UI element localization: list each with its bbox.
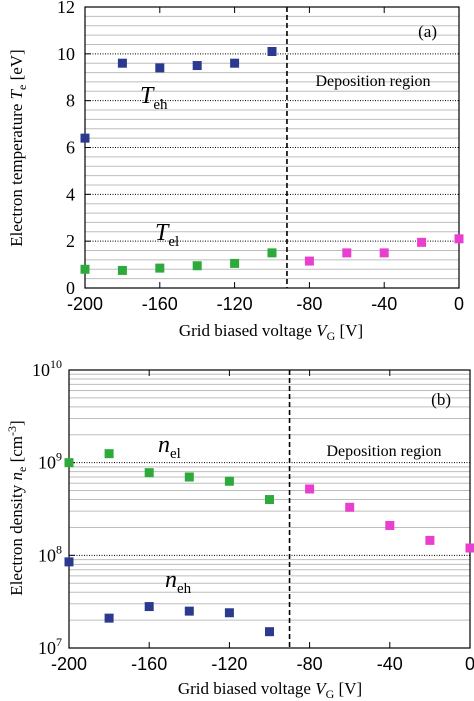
panel-a-data-markers	[80, 46, 464, 275]
y-tick-label: 1010	[32, 357, 62, 380]
panel-b-minor-gridlines	[69, 373, 470, 621]
panel-a-chart: -200 -160 -120 -80 -40 0 0 2 4 6 8 10 12 (a) Deposi…	[7, 0, 464, 343]
data-point-n-el	[144, 468, 154, 478]
data-point-t-el	[267, 248, 277, 258]
panel-b-major-gridlines	[69, 462, 470, 556]
series-label-nel: nel	[158, 432, 181, 462]
panel-a-y-tick-labels: 0 2 4 6 8 10 12	[57, 0, 75, 298]
x-tick-label: 0	[454, 294, 464, 314]
data-point-t-el	[192, 261, 202, 271]
x-tick-label: -120	[211, 654, 247, 674]
data-point-t-eh	[192, 61, 202, 71]
y-tick-label: 108	[38, 542, 62, 565]
x-tick-label: -200	[51, 654, 87, 674]
data-point-t-eh	[117, 58, 127, 68]
data-point-n-eh	[64, 557, 74, 567]
x-tick-label: -40	[371, 294, 397, 314]
panel-b-label: (b)	[431, 390, 451, 409]
data-point-t-eh	[230, 58, 240, 68]
data-point-n-el	[265, 495, 274, 505]
data-point-series-3	[425, 535, 435, 545]
x-tick-label: 0	[465, 654, 474, 674]
panel-b-data-markers	[64, 449, 474, 637]
data-point-t-eh	[155, 63, 165, 73]
y-tick-label: 4	[66, 184, 75, 204]
data-point-n-eh	[265, 627, 274, 637]
panel-b-region-label: Deposition region	[326, 443, 441, 460]
panel-a-region-label: Deposition region	[315, 73, 430, 90]
panel-b-chart: -200 -160 -120 -80 -40 0 107 108 109 1010 (b) De…	[5, 357, 474, 701]
series-label-teh: Teh	[140, 83, 168, 113]
panel-b-y-axis-title: Electron density ne [cm-3]	[5, 420, 29, 595]
data-point-series-3	[342, 248, 352, 258]
y-tick-label: 6	[66, 138, 75, 158]
data-point-series-3	[379, 248, 389, 258]
panel-b-x-axis-title: Grid biased voltage VG [V]	[178, 679, 362, 701]
data-point-n-eh	[184, 606, 194, 616]
x-tick-label: -120	[217, 294, 253, 314]
data-point-series-3	[465, 543, 474, 553]
data-point-series-3	[345, 502, 355, 512]
x-tick-label: -40	[377, 654, 403, 674]
y-tick-label: 12	[57, 0, 75, 17]
data-point-t-el	[80, 264, 90, 274]
data-point-n-el	[184, 472, 194, 482]
x-tick-label: -200	[67, 294, 103, 314]
x-tick-label: -80	[296, 294, 322, 314]
data-point-series-3	[454, 234, 464, 244]
data-point-n-eh	[224, 608, 234, 618]
y-tick-label: 0	[66, 278, 75, 298]
y-tick-label: 109	[38, 450, 62, 473]
y-tick-label: 2	[66, 231, 75, 251]
data-point-t-eh	[80, 133, 90, 143]
data-point-n-eh	[104, 613, 114, 623]
data-point-t-el	[117, 265, 127, 275]
data-point-n-el	[64, 458, 74, 468]
data-point-n-el	[104, 449, 114, 459]
data-point-n-eh	[144, 602, 154, 612]
panel-a-x-tick-labels: -200 -160 -120 -80 -40 0	[67, 294, 464, 314]
x-tick-label: -160	[131, 654, 167, 674]
panel-b-y-tick-labels: 107 108 109 1010	[32, 357, 62, 658]
y-tick-label: 107	[38, 635, 62, 658]
panel-a-x-axis-title: Grid biased voltage VG [V]	[179, 321, 363, 343]
data-point-series-3	[417, 237, 427, 247]
x-tick-label: -160	[142, 294, 178, 314]
y-tick-label: 8	[66, 91, 75, 111]
panel-a-y-axis-title: Electron temperature Te [eV]	[7, 49, 29, 246]
series-label-neh: neh	[165, 567, 192, 597]
data-point-t-el	[155, 263, 165, 273]
data-point-t-eh	[267, 46, 277, 56]
data-point-t-el	[230, 258, 240, 268]
data-point-series-3	[305, 484, 315, 494]
panel-b-x-tick-labels: -200 -160 -120 -80 -40 0	[51, 654, 474, 674]
data-point-series-3	[304, 256, 314, 266]
panel-a-tick-marks	[84, 6, 460, 289]
data-point-n-el	[224, 476, 234, 486]
x-tick-label: -80	[297, 654, 323, 674]
panel-b-tick-marks	[68, 369, 471, 649]
panel-a-label: (a)	[418, 22, 437, 41]
data-point-series-3	[385, 520, 395, 530]
series-label-tel: Tel	[155, 220, 179, 250]
y-tick-label: 10	[57, 44, 75, 64]
panel-b-plot-frame	[68, 369, 471, 649]
panel-a-minor-gridlines	[85, 15, 459, 280]
